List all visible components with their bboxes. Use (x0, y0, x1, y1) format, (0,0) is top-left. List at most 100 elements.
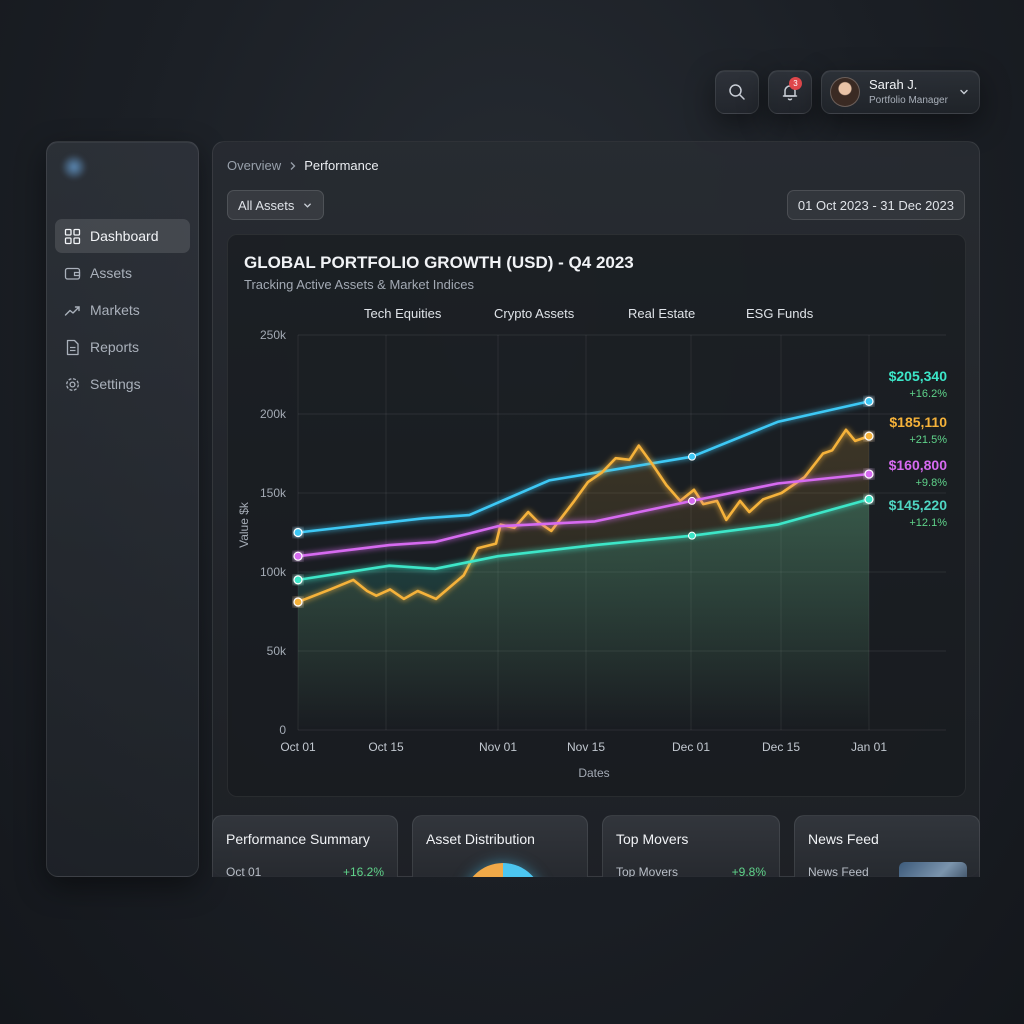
series-point[interactable] (687, 496, 696, 505)
x-tick-label: Nov 01 (479, 740, 517, 754)
x-tick-label: Oct 15 (368, 740, 404, 754)
row-label: Top Movers (616, 865, 679, 877)
y-tick-label: 150k (260, 486, 287, 500)
series-point[interactable] (293, 527, 303, 538)
chart-legend: Tech Equities Crypto Assets Real Estate ESG… (336, 306, 814, 321)
user-menu[interactable]: Sarah J. Portfolio Manager (821, 70, 980, 114)
chart-areas (298, 429, 869, 730)
card-title: Asset Distribution (426, 831, 535, 847)
series-point[interactable] (864, 469, 874, 479)
end-value-label: $205,340 (889, 368, 948, 384)
top-movers-card[interactable]: Top Movers Top Movers +9.8% (602, 815, 780, 877)
sidebar-item-label: Dashboard (90, 228, 159, 244)
x-tick-label: Nov 15 (567, 740, 605, 754)
notification-badge: 3 (789, 77, 802, 90)
performance-summary-card[interactable]: Performance Summary Oct 01 +16.2% (212, 815, 398, 877)
series-line (296, 400, 871, 534)
chart-subtitle: Tracking Active Assets & Market Indices (244, 277, 474, 292)
end-value-label: $145,220 (889, 497, 948, 513)
y-tick-label: 100k (260, 565, 287, 579)
date-range-value: 01 Oct 2023 - 31 Dec 2023 (797, 197, 954, 213)
chevron-down-icon (304, 202, 312, 208)
end-change-label: +12.1% (909, 517, 947, 529)
chart-end-labels: $205,340 +16.2% $185,110 +21.5% $160,800 +9.8… (889, 368, 948, 529)
sidebar-item-label: Settings (90, 376, 141, 392)
y-tick-label: 200k (260, 407, 287, 421)
series-point[interactable] (864, 494, 874, 504)
legend-entry: Tech Equities (364, 306, 442, 321)
chart-lines (293, 396, 874, 607)
row-value: +16.2% (342, 865, 384, 877)
row-label: News Feed (808, 865, 869, 877)
series-line (296, 472, 871, 558)
breadcrumb-root[interactable]: Overview (227, 158, 282, 173)
user-name: Sarah J. (869, 77, 918, 93)
card-row: News Feed (808, 865, 966, 877)
avatar (830, 77, 860, 107)
asset-filter-value: All Assets (238, 197, 295, 213)
asset-filter-select[interactable]: All Assets (227, 190, 325, 220)
chart-card: GLOBAL PORTFOLIO GROWTH (USD) - Q4 2023 … (227, 234, 966, 797)
series-line (296, 428, 871, 604)
card-title: News Feed (808, 831, 879, 847)
x-tick-label: Dec 15 (762, 740, 800, 754)
notifications-button[interactable]: 3 (768, 70, 812, 114)
series-point[interactable] (293, 575, 303, 585)
search-button[interactable] (715, 70, 759, 114)
main-panel: Overview Performance All Assets 01 Oct 2… (212, 141, 980, 877)
end-value-label: $160,800 (889, 457, 948, 473)
chart-title: GLOBAL PORTFOLIO GROWTH (USD) - Q4 2023 (244, 253, 634, 272)
sidebar-item-label: Assets (90, 265, 133, 281)
legend-entry: ESG Funds (746, 306, 814, 321)
x-tick-label: Jan 01 (851, 740, 887, 754)
distribution-pie (463, 863, 543, 877)
user-role: Portfolio Manager (869, 94, 948, 106)
news-feed-card[interactable]: News Feed News Feed (794, 815, 980, 877)
series-point[interactable] (864, 431, 874, 441)
sidebar-item-assets[interactable]: Assets (55, 256, 190, 290)
series-point[interactable] (293, 551, 303, 561)
end-value-label: $185,110 (889, 414, 947, 430)
row-label: Oct 01 (226, 865, 262, 877)
trend-icon (64, 305, 80, 316)
legend-entry: Real Estate (628, 306, 695, 321)
x-tick-label: Oct 01 (280, 740, 316, 754)
chevron-right-icon (290, 161, 296, 170)
legend-entry: Crypto Assets (494, 306, 575, 321)
series-area (298, 499, 869, 730)
sidebar-item-dashboard[interactable]: Dashboard (55, 219, 190, 253)
sidebar-item-reports[interactable]: Reports (55, 330, 190, 364)
date-range-picker[interactable]: 01 Oct 2023 - 31 Dec 2023 (786, 190, 965, 220)
x-tick-label: Dec 01 (672, 740, 710, 754)
breadcrumb: Overview Performance (227, 158, 379, 173)
series-line (296, 498, 871, 582)
document-icon (66, 339, 79, 355)
series-point[interactable] (864, 396, 874, 406)
portfolio-growth-chart: GLOBAL PORTFOLIO GROWTH (USD) - Q4 2023 … (237, 253, 948, 780)
grid-icon (64, 228, 81, 244)
series-point[interactable] (293, 597, 303, 607)
wallet-icon (64, 267, 81, 280)
card-title: Top Movers (616, 831, 689, 847)
y-tick-label: 0 (279, 723, 286, 737)
asset-distribution-card[interactable]: Asset Distribution (412, 815, 588, 877)
sidebar-item-settings[interactable]: Settings (55, 367, 190, 401)
sidebar-item-label: Markets (90, 302, 140, 318)
chevron-down-icon (960, 89, 968, 95)
y-axis-label: Value $k (237, 501, 251, 548)
y-axis: 0 50k 100k 150k 200k 250k (260, 328, 287, 737)
y-tick-label: 50k (267, 644, 287, 658)
series-point[interactable] (687, 452, 696, 461)
sidebar-nav: Dashboard Assets Markets Reports (55, 219, 190, 404)
row-value: +9.8% (731, 865, 766, 877)
sidebar-item-markets[interactable]: Markets (55, 293, 190, 327)
y-tick-label: 250k (260, 328, 287, 342)
end-change-label: +21.5% (909, 434, 947, 446)
end-change-label: +16.2% (909, 388, 947, 400)
news-thumbnail (899, 862, 967, 877)
series-point[interactable] (687, 531, 696, 540)
x-axis: Oct 01 Oct 15 Nov 01 Nov 15 Dec 01 Dec 15 Jan … (280, 740, 887, 754)
card-row: Top Movers +9.8% (616, 865, 766, 877)
logo (61, 154, 87, 180)
search-icon (729, 84, 745, 100)
